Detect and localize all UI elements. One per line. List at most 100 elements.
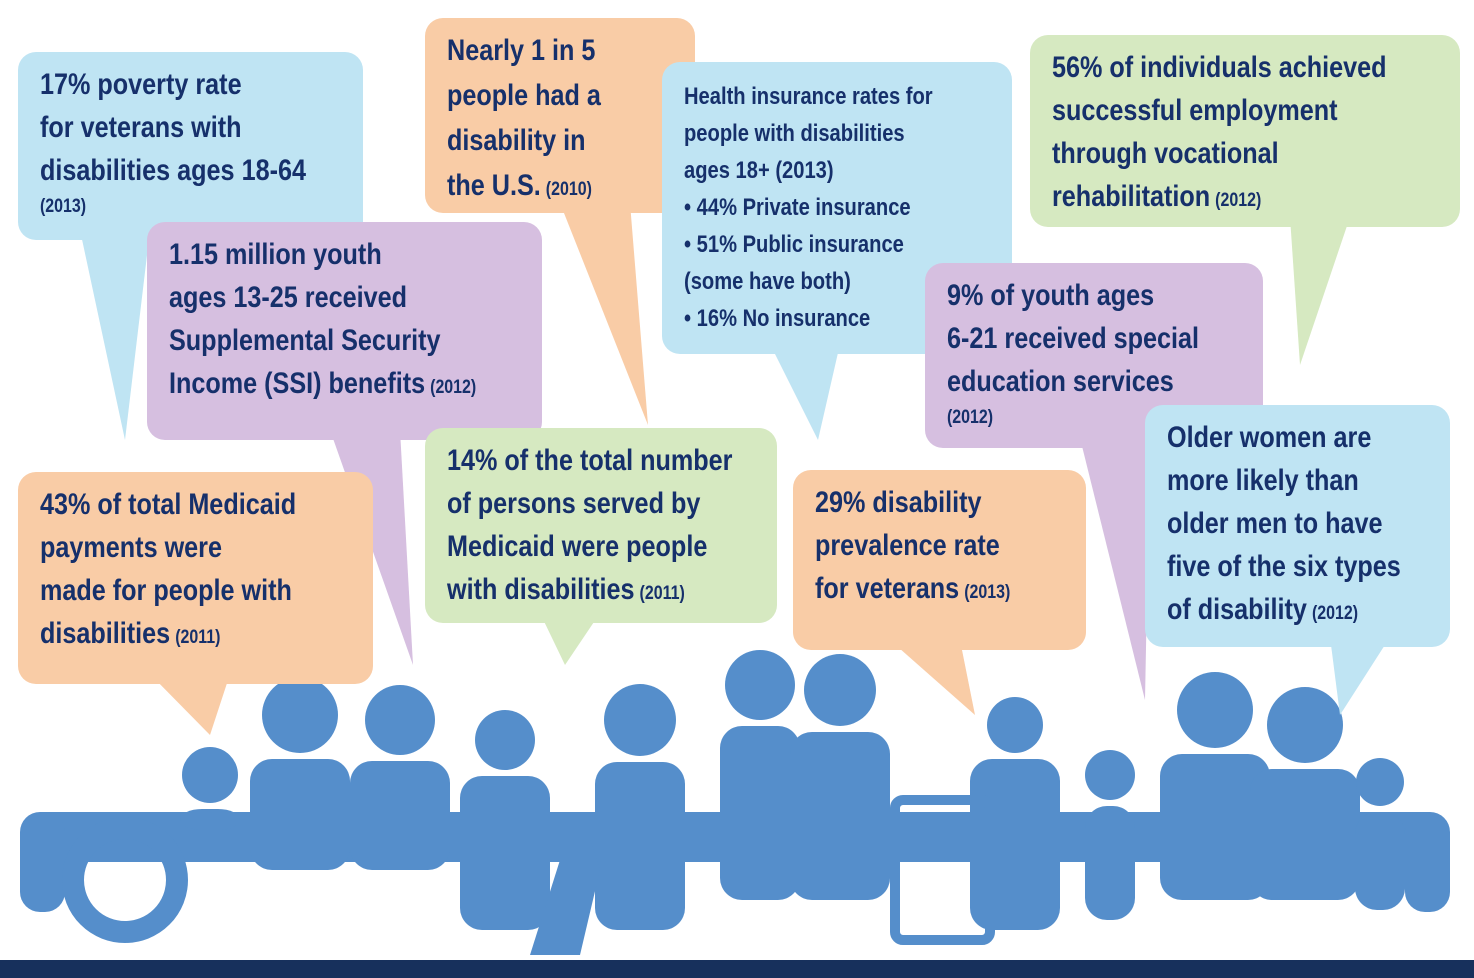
bubble-line: 6-21 received special	[947, 321, 1199, 355]
bubble-tail	[80, 230, 150, 440]
line-text: the U.S.	[447, 168, 541, 202]
year: (2013)	[964, 581, 1010, 603]
speech-bubble: Older women are more likely than older men…	[1145, 405, 1450, 715]
bubble-line: successful employment	[1052, 93, 1338, 127]
year: (2010)	[546, 178, 592, 200]
line-text: Older women are	[1167, 420, 1371, 454]
bubbles: 17% poverty rate for veterans with disabil…	[18, 18, 1460, 735]
line-text: through vocational	[1052, 136, 1279, 170]
bubble-line: 9% of youth ages	[947, 278, 1154, 312]
person-head	[604, 684, 676, 756]
bubble-line: 17% poverty rate	[40, 67, 242, 101]
person-head	[1356, 758, 1404, 806]
bubble-line: 29% disability	[815, 485, 982, 519]
line-text: for veterans	[815, 571, 959, 605]
line-text: Nearly 1 in 5	[447, 33, 595, 67]
bubble-line: education services	[947, 364, 1174, 398]
bubble-line: payments were	[40, 530, 222, 564]
bubble-line: ages 18+ (2013)	[684, 156, 834, 183]
line-text: education services	[947, 364, 1174, 398]
line-text: payments were	[40, 530, 222, 564]
line-text: 56% of individuals achieved	[1052, 50, 1387, 84]
bubble-line: Nearly 1 in 5	[447, 33, 595, 67]
line-text: 43% of total Medicaid	[40, 487, 296, 521]
line-text: • 51% Public insurance	[684, 230, 904, 257]
bubble-line: Supplemental Security	[169, 323, 441, 357]
person-body	[790, 732, 890, 900]
bench-leg	[20, 812, 65, 912]
year: (2011)	[640, 582, 685, 604]
person-body	[720, 726, 800, 900]
line-text: of persons served by	[447, 486, 701, 520]
line-text: more likely than	[1167, 463, 1359, 497]
line-text: 29% disability	[815, 485, 982, 519]
person-head	[725, 650, 795, 720]
person-head	[1177, 672, 1253, 748]
bubble-tail	[560, 203, 648, 425]
bubble-line: older men to have	[1167, 506, 1383, 540]
bubble-tail	[1330, 637, 1390, 715]
bubble-line: 1.15 million youth	[169, 237, 382, 271]
line-text: • 16% No insurance	[684, 304, 870, 331]
line-text: 6-21 received special	[947, 321, 1199, 355]
line-text: 9% of youth ages	[947, 278, 1154, 312]
year: (2012)	[1312, 602, 1358, 624]
line-text: 17% poverty rate	[40, 67, 242, 101]
year: (2012)	[947, 406, 993, 428]
bubble-text: 29% disability prevalence rate for veteran…	[815, 485, 1010, 605]
bubble-line: • 16% No insurance	[684, 304, 870, 331]
line-text: Supplemental Security	[169, 323, 441, 357]
person-body	[970, 759, 1060, 930]
bubble-line: people with disabilities	[684, 119, 905, 146]
bubble-line: 56% of individuals achieved	[1052, 50, 1387, 84]
bubble-line: disabilities ages 18-64	[40, 153, 307, 187]
person-body	[250, 759, 350, 870]
line-text: disabilities ages 18-64	[40, 153, 307, 187]
person-body	[180, 809, 240, 830]
bubble-line: disability in	[447, 123, 586, 157]
bubble-tail	[1080, 438, 1150, 700]
line-text: 14% of the total number	[447, 443, 733, 477]
bubble-line: • 44% Private insurance	[684, 193, 911, 220]
person-body	[1250, 769, 1360, 900]
person-body	[595, 762, 685, 930]
bubble-line: for veterans with	[40, 110, 242, 144]
bubble-tail	[770, 344, 840, 440]
line-text: ages 13-25 received	[169, 280, 407, 314]
bubble-tail	[1290, 217, 1350, 365]
person-body	[460, 776, 550, 930]
bubble-line: 43% of total Medicaid	[40, 487, 296, 521]
line-text: (some have both)	[684, 267, 851, 294]
line-text: with disabilities	[446, 572, 634, 606]
person-head	[365, 685, 435, 755]
footer-bar	[0, 960, 1474, 978]
infographic: 17% poverty rate for veterans with disabil…	[0, 0, 1474, 978]
bubble-line: Medicaid were people	[447, 529, 707, 563]
speech-bubble: 14% of the total number of persons served…	[425, 428, 777, 665]
line-text: people with disabilities	[684, 119, 905, 146]
bubble-line: • 51% Public insurance	[684, 230, 904, 257]
person-body	[350, 761, 450, 870]
line-text: Health insurance rates for	[684, 82, 933, 109]
line-text: disability in	[447, 123, 586, 157]
bubble-line: made for people with	[40, 573, 292, 607]
line-text: successful employment	[1052, 93, 1338, 127]
line-text: • 44% Private insurance	[684, 193, 911, 220]
line-text: 1.15 million youth	[169, 237, 382, 271]
person-head	[475, 710, 535, 770]
person-head	[987, 697, 1043, 753]
year: (2012)	[1215, 189, 1261, 211]
line-text: of disability	[1167, 592, 1307, 626]
bubble-line: more likely than	[1167, 463, 1359, 497]
people-illustration	[20, 650, 1450, 955]
bubble-line: Older women are	[1167, 420, 1371, 454]
bubble-line: of persons served by	[447, 486, 701, 520]
person-head	[804, 654, 876, 726]
bubble-line: (some have both)	[684, 267, 851, 294]
line-text: made for people with	[40, 573, 292, 607]
line-text: disabilities	[40, 616, 170, 650]
line-text: prevalence rate	[815, 528, 1000, 562]
line-text: people had a	[447, 78, 601, 112]
line-text: rehabilitation	[1052, 179, 1210, 213]
person-head	[182, 747, 238, 803]
